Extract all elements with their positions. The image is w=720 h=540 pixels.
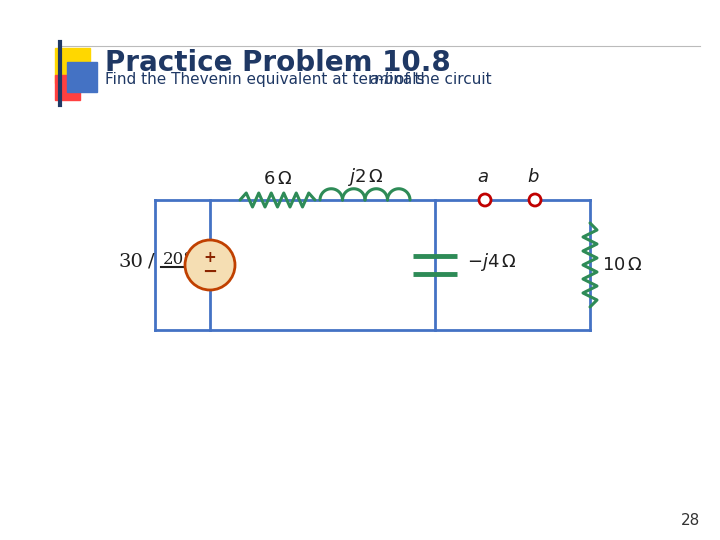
Bar	[55, 48, 90, 83]
Text: $-j4\,\Omega$: $-j4\,\Omega$	[467, 251, 516, 273]
Text: +: +	[204, 251, 217, 266]
Circle shape	[529, 194, 541, 206]
Text: 28: 28	[680, 513, 700, 528]
Text: $6\,\Omega$: $6\,\Omega$	[263, 170, 292, 188]
Text: 30: 30	[118, 253, 143, 271]
Text: $10\,\Omega$: $10\,\Omega$	[602, 256, 643, 274]
Text: $j2\,\Omega$: $j2\,\Omega$	[347, 166, 383, 188]
Text: $a$: $a$	[477, 168, 489, 186]
Circle shape	[479, 194, 491, 206]
Text: Find the Thevenin equivalent at terminals: Find the Thevenin equivalent at terminal…	[105, 72, 429, 87]
Bar	[67, 62, 97, 92]
Text: /: /	[148, 253, 155, 271]
Text: 20°: 20°	[163, 252, 193, 268]
Text: Practice Problem 10.8: Practice Problem 10.8	[105, 49, 451, 77]
Text: V: V	[190, 253, 204, 271]
Text: a-b: a-b	[369, 72, 394, 87]
Text: −: −	[202, 263, 217, 281]
Bar	[55, 75, 80, 100]
Text: of the circuit: of the circuit	[390, 72, 492, 87]
Text: $b$: $b$	[527, 168, 539, 186]
Circle shape	[185, 240, 235, 290]
